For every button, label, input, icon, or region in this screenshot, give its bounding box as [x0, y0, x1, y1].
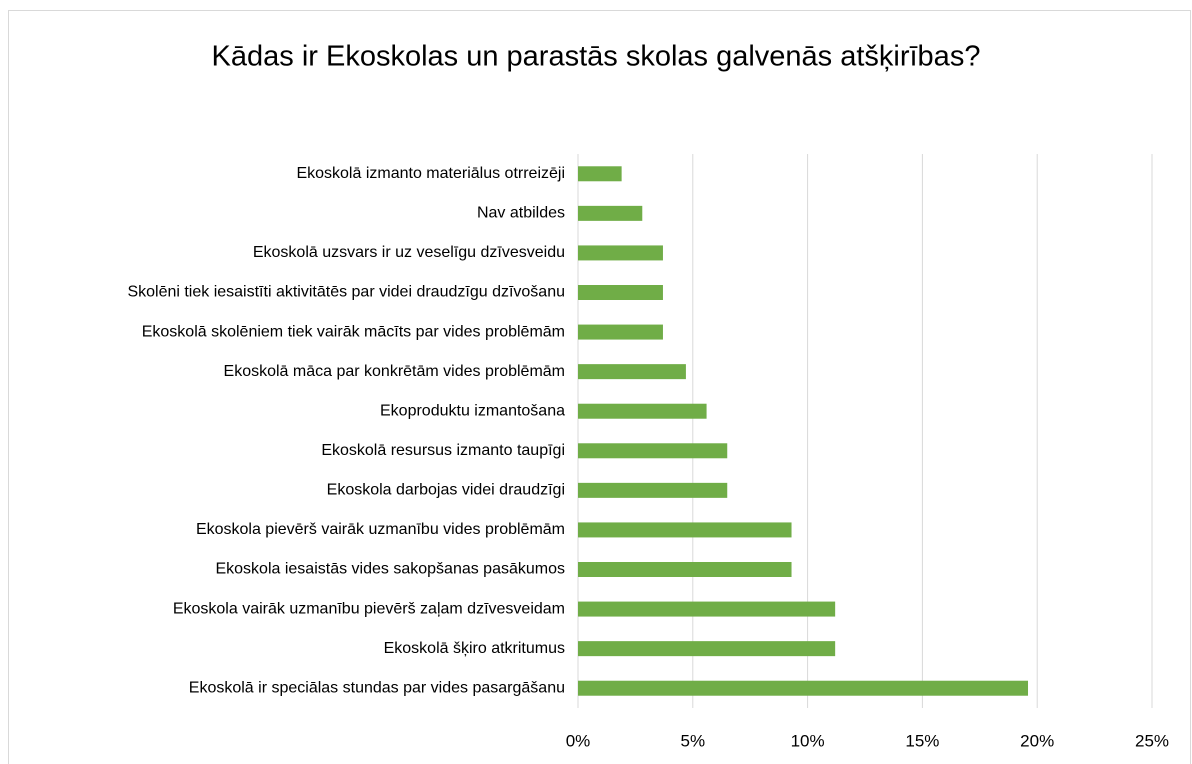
bar	[578, 680, 1029, 696]
y-tick-label: Ekoskola pievērš vairāk uzmanību vides p…	[196, 521, 565, 538]
bar	[578, 641, 836, 657]
y-tick-label: Ekoproduktu izmantošana	[380, 402, 565, 419]
bar	[578, 522, 792, 538]
y-tick-label: Ekoskola vairāk uzmanību pievērš zaļam d…	[173, 600, 565, 617]
chart-border	[8, 10, 1191, 764]
bar	[578, 601, 836, 617]
y-tick-label: Ekoskolā uzsvars ir uz veselīgu dzīvesve…	[253, 244, 565, 261]
x-tick-label: 5%	[681, 731, 706, 750]
y-tick-label: Ekoskola darbojas videi draudzīgi	[327, 482, 565, 499]
x-tick-label: 20%	[1020, 731, 1054, 750]
bar	[578, 364, 686, 380]
y-tick-label: Skolēni tiek iesaistīti aktivitātēs par …	[127, 284, 565, 301]
y-tick-label: Ekoskolā skolēniem tiek vairāk mācīts pa…	[142, 323, 565, 340]
y-tick-label: Ekoskolā ir speciālas stundas par vides …	[189, 679, 565, 696]
bar	[578, 403, 707, 419]
bar	[578, 562, 792, 577]
bar	[578, 245, 663, 261]
bar	[578, 443, 728, 459]
x-tick-label: 15%	[905, 731, 939, 750]
bar	[578, 166, 622, 182]
x-tick-label: 25%	[1135, 731, 1169, 750]
bar	[578, 205, 643, 221]
x-tick-label: 10%	[791, 731, 825, 750]
y-tick-label: Ekoskolā māca par konkrētām vides problē…	[224, 363, 565, 380]
y-tick-label: Ekoskolā izmanto materiālus otrreizēji	[296, 165, 565, 182]
y-tick-label: Nav atbildes	[477, 205, 565, 222]
y-tick-label: Ekoskola iesaistās vides sakopšanas pasā…	[215, 561, 565, 578]
x-tick-label: 0%	[566, 731, 591, 750]
bar	[578, 482, 728, 498]
chart-title: Kādas ir Ekoskolas un parastās skolas ga…	[212, 41, 981, 73]
bar	[578, 285, 663, 300]
y-tick-label: Ekoskolā šķiro atkritumus	[384, 640, 565, 657]
bar	[578, 324, 663, 340]
y-tick-label: Ekoskolā resursus izmanto taupīgi	[321, 442, 565, 459]
